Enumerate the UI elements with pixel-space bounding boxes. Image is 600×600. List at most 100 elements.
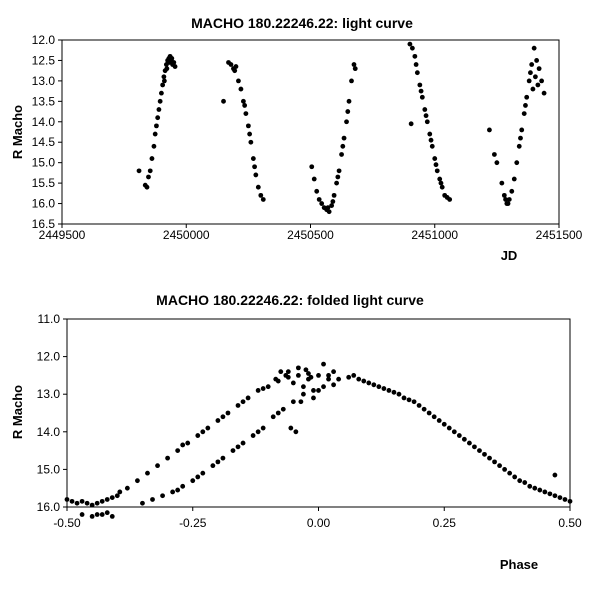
data-point bbox=[215, 418, 221, 423]
data-point bbox=[180, 442, 186, 448]
data-point bbox=[321, 361, 326, 367]
data-point bbox=[311, 176, 317, 182]
data-point bbox=[522, 480, 528, 485]
data-point bbox=[205, 425, 211, 431]
data-point bbox=[316, 373, 321, 378]
data-point bbox=[326, 376, 331, 382]
data-point bbox=[386, 388, 392, 393]
data-point bbox=[552, 472, 558, 478]
data-point bbox=[423, 113, 429, 119]
data-point bbox=[151, 143, 157, 149]
data-point bbox=[164, 66, 170, 72]
data-point bbox=[428, 137, 434, 143]
data-point bbox=[309, 164, 315, 170]
data-point bbox=[536, 66, 542, 72]
y-tick-label: 13.0 bbox=[37, 387, 61, 401]
data-point bbox=[366, 380, 372, 386]
y-tick-label: 14.0 bbox=[37, 425, 61, 439]
data-point bbox=[94, 500, 100, 506]
data-point bbox=[532, 485, 538, 491]
data-point bbox=[255, 184, 261, 190]
data-point bbox=[152, 131, 158, 137]
data-point bbox=[195, 433, 201, 438]
data-point bbox=[512, 474, 518, 480]
data-point bbox=[351, 62, 357, 67]
data-point bbox=[303, 367, 309, 373]
data-point bbox=[346, 374, 352, 380]
data-point bbox=[241, 98, 246, 104]
data-point bbox=[245, 395, 251, 401]
data-point bbox=[521, 111, 527, 116]
data-point bbox=[258, 192, 264, 198]
data-point bbox=[236, 78, 241, 84]
data-point bbox=[288, 425, 294, 431]
data-point bbox=[433, 162, 439, 168]
x-tick-label: 2451000 bbox=[411, 228, 458, 242]
data-point bbox=[253, 172, 259, 178]
data-point bbox=[519, 127, 525, 133]
data-point bbox=[419, 94, 425, 100]
data-point bbox=[542, 489, 548, 495]
data-point bbox=[429, 143, 435, 149]
data-point bbox=[339, 152, 344, 157]
chart-1-points bbox=[136, 41, 547, 215]
data-point bbox=[412, 53, 418, 59]
chart-2-y-axis-label: R Macho bbox=[10, 385, 25, 439]
data-point bbox=[441, 421, 447, 427]
data-point bbox=[517, 478, 523, 484]
data-point bbox=[104, 510, 110, 516]
data-point bbox=[557, 495, 563, 500]
data-point bbox=[275, 410, 281, 416]
data-point bbox=[437, 176, 443, 182]
data-point bbox=[439, 184, 445, 190]
data-point bbox=[117, 489, 123, 495]
data-point bbox=[341, 135, 347, 141]
data-point bbox=[456, 433, 462, 438]
data-point bbox=[185, 440, 191, 446]
data-point bbox=[278, 369, 284, 375]
data-point bbox=[160, 82, 166, 88]
data-point bbox=[240, 399, 246, 405]
data-point bbox=[539, 78, 545, 84]
chart-2-x-axis: -0.50 -0.25 0.00 0.25 0.50 bbox=[53, 507, 582, 530]
data-point bbox=[336, 168, 342, 174]
data-point bbox=[408, 121, 414, 127]
y-tick-label: 16.0 bbox=[32, 197, 56, 211]
data-point bbox=[376, 384, 382, 390]
data-point bbox=[487, 127, 492, 133]
data-point bbox=[160, 493, 165, 499]
y-tick-label: 15.0 bbox=[37, 462, 61, 476]
data-point bbox=[74, 500, 80, 506]
data-point bbox=[109, 514, 115, 519]
data-point bbox=[314, 188, 320, 194]
data-point bbox=[447, 197, 453, 202]
chart-1-y-axis-label: R Macho bbox=[10, 105, 25, 159]
data-point bbox=[316, 388, 321, 393]
data-point bbox=[243, 111, 249, 116]
data-point bbox=[451, 429, 457, 435]
y-tick-label: 12.0 bbox=[32, 33, 56, 47]
data-point bbox=[361, 378, 367, 384]
data-point bbox=[335, 174, 341, 180]
data-point bbox=[340, 143, 346, 149]
data-point bbox=[567, 498, 573, 504]
data-point bbox=[311, 388, 316, 393]
data-point bbox=[509, 188, 515, 194]
data-point bbox=[233, 64, 239, 69]
data-point bbox=[311, 395, 316, 401]
data-point bbox=[124, 485, 130, 491]
data-point bbox=[514, 160, 520, 166]
y-tick-label: 11.0 bbox=[38, 312, 61, 326]
data-point bbox=[494, 160, 500, 166]
data-point bbox=[283, 373, 289, 378]
data-point bbox=[344, 119, 349, 125]
data-point bbox=[290, 399, 296, 405]
folded-light-curve-chart: MACHO 180.22246.22: folded light curve 1… bbox=[10, 292, 582, 572]
chart-1-x-axis: 2449500 2450000 2450500 2451000 2451500 bbox=[39, 224, 583, 242]
data-point bbox=[331, 192, 337, 198]
data-point bbox=[215, 459, 221, 465]
data-point bbox=[238, 86, 244, 92]
data-point bbox=[89, 514, 95, 519]
data-point bbox=[104, 497, 110, 502]
data-point bbox=[89, 502, 95, 508]
